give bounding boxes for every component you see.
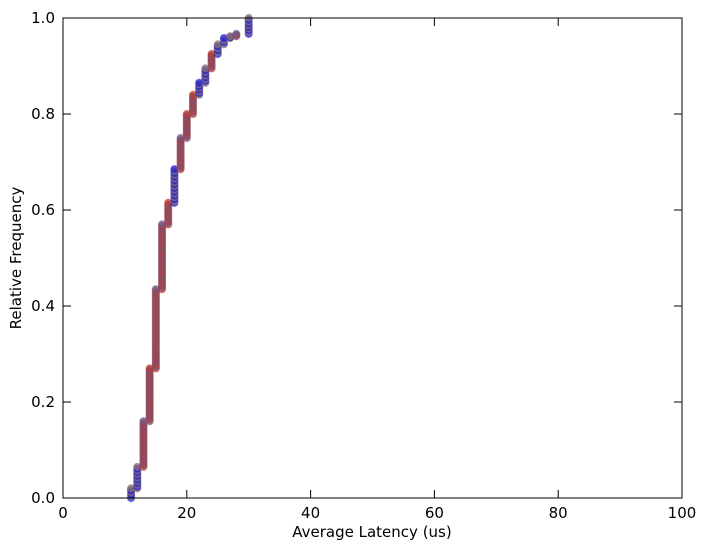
data-point: [232, 29, 241, 38]
x-axis-label: Average Latency (us): [292, 523, 451, 541]
data-points: [126, 13, 253, 503]
y-tick-label: 0.2: [31, 393, 55, 411]
x-tick-label: 100: [668, 504, 697, 522]
y-tick-label: 0.0: [31, 489, 55, 507]
x-tick-label: 0: [58, 504, 68, 522]
y-axis: 0.0 0.2 0.4 0.6 0.8 1.0: [31, 9, 682, 507]
x-tick-label: 20: [177, 504, 196, 522]
x-tick-label: 60: [425, 504, 444, 522]
y-tick-label: 0.4: [31, 297, 55, 315]
x-tick-label: 40: [301, 504, 320, 522]
y-tick-label: 0.6: [31, 201, 55, 219]
y-tick-label: 0.8: [31, 105, 55, 123]
y-tick-label: 1.0: [31, 9, 55, 27]
x-axis: 0 20 40 60 80 100: [58, 18, 696, 522]
x-tick-label: 80: [549, 504, 568, 522]
y-axis-label: Relative Frequency: [7, 187, 25, 330]
plot-frame: [62, 17, 683, 499]
